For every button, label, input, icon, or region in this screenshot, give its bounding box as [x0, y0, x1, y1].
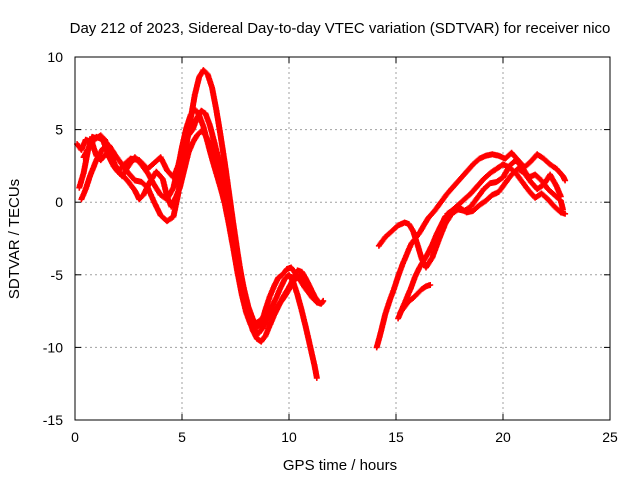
marker-path	[74, 107, 327, 331]
data-points	[74, 67, 569, 381]
plot-frame	[74, 56, 611, 421]
y-tick-label: -15	[43, 412, 63, 428]
marker-path	[80, 106, 322, 336]
series-trace-8	[397, 282, 434, 316]
marker-path	[444, 165, 564, 217]
y-tick-label: 0	[55, 194, 63, 210]
y-axis-label: SDTVAR / TECUs	[6, 179, 23, 299]
grid	[75, 57, 610, 420]
marker-path	[78, 67, 320, 381]
series-trace-3	[78, 67, 320, 381]
x-axis-label: GPS time / hours	[283, 457, 397, 474]
y-tick-label: 5	[55, 122, 63, 138]
x-tick-label: 25	[602, 429, 618, 445]
series-trace-9	[444, 165, 564, 217]
series-trace-1	[74, 107, 327, 331]
y-tick-label: -5	[51, 267, 64, 283]
x-tick-label: 20	[495, 429, 511, 445]
x-tick-label: 10	[281, 429, 297, 445]
series-trace-4	[80, 106, 322, 336]
y-tick-labels: -15 -10 -5 0 5 10	[43, 49, 63, 428]
ticks	[74, 56, 611, 421]
marker-path	[397, 282, 434, 316]
x-tick-label: 0	[71, 429, 79, 445]
y-tick-label: -10	[43, 339, 63, 355]
x-tick-label: 15	[388, 429, 404, 445]
x-tick-labels: 0 5 10 15 20 25	[71, 429, 618, 445]
x-tick-label: 5	[178, 429, 186, 445]
chart-title: Day 212 of 2023, Sidereal Day-to-day VTE…	[70, 20, 611, 37]
y-tick-label: 10	[47, 49, 63, 65]
